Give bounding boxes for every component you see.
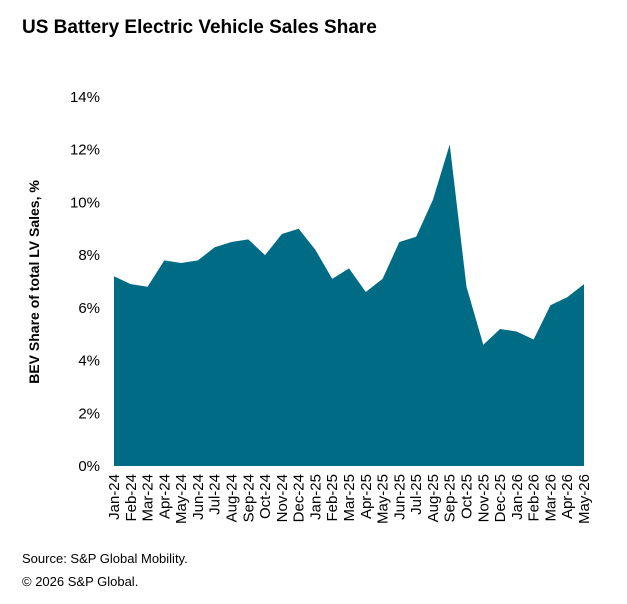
area-chart: 0%2%4%6%8%10%12%14% Jan-24 Feb-24 Mar-24 Ap… [26, 89, 593, 524]
x-tick-label: Feb-25 [324, 474, 341, 522]
x-tick-label: Apr-24 [156, 474, 173, 519]
y-tick-label: 0% [78, 458, 100, 475]
y-tick-label: 10% [70, 194, 100, 211]
x-tick-label: Sep-25 [442, 474, 459, 522]
y-tick-label: 14% [70, 89, 100, 106]
x-tick-label: Feb-26 [526, 474, 543, 522]
y-tick-label: 6% [78, 300, 100, 317]
x-tick-label: Dec-24 [291, 474, 308, 522]
x-tick-label: Mar-24 [140, 474, 157, 522]
copyright-note: © 2026 S&P Global. [22, 574, 139, 589]
x-tick-label: Sep-24 [240, 474, 257, 522]
x-tick-label: Oct-24 [257, 474, 274, 519]
x-tick-label: Jun-24 [190, 474, 207, 520]
y-tick-label: 2% [78, 405, 100, 422]
x-tick-label: Nov-24 [274, 474, 291, 522]
x-tick-label: May-26 [576, 474, 593, 524]
plot-area [113, 144, 585, 466]
x-tick-label: Mar-26 [542, 474, 559, 522]
x-tick-label: Aug-25 [425, 474, 442, 522]
y-tick-label: 12% [70, 142, 100, 159]
x-tick-label: Jan-26 [509, 474, 526, 520]
x-tick-label: Jul-25 [408, 474, 425, 515]
x-axis: Jan-24 Feb-24 Mar-24 Apr-24 May-24 Jun-24 Jul-… [106, 474, 593, 524]
y-axis-label: BEV Share of total LV Sales, % [26, 180, 42, 384]
x-tick-label: Jan-24 [106, 474, 123, 520]
series-area [114, 144, 584, 466]
x-tick-label: Apr-25 [358, 474, 375, 519]
x-tick-label: Aug-24 [224, 474, 241, 522]
x-tick-label: May-25 [375, 474, 392, 524]
x-tick-label: Jan-25 [307, 474, 324, 520]
source-note: Source: S&P Global Mobility. [22, 551, 188, 566]
x-tick-label: Apr-26 [559, 474, 576, 519]
x-tick-label: Jul-24 [207, 474, 224, 515]
x-tick-label: Jun-25 [391, 474, 408, 520]
x-tick-label: Mar-25 [341, 474, 358, 522]
x-tick-label: Oct-25 [459, 474, 476, 519]
x-tick-label: Nov-25 [475, 474, 492, 522]
x-tick-label: Dec-25 [492, 474, 509, 522]
y-tick-label: 4% [78, 353, 100, 370]
y-axis: 0% 2% 4% 6% 8% 10% 12% 14% [70, 89, 100, 475]
chart-title: US Battery Electric Vehicle Sales Share [22, 17, 377, 38]
y-tick-label: 8% [78, 247, 100, 264]
x-tick-label: May-24 [173, 474, 190, 524]
x-tick-label: Feb-24 [123, 474, 140, 522]
